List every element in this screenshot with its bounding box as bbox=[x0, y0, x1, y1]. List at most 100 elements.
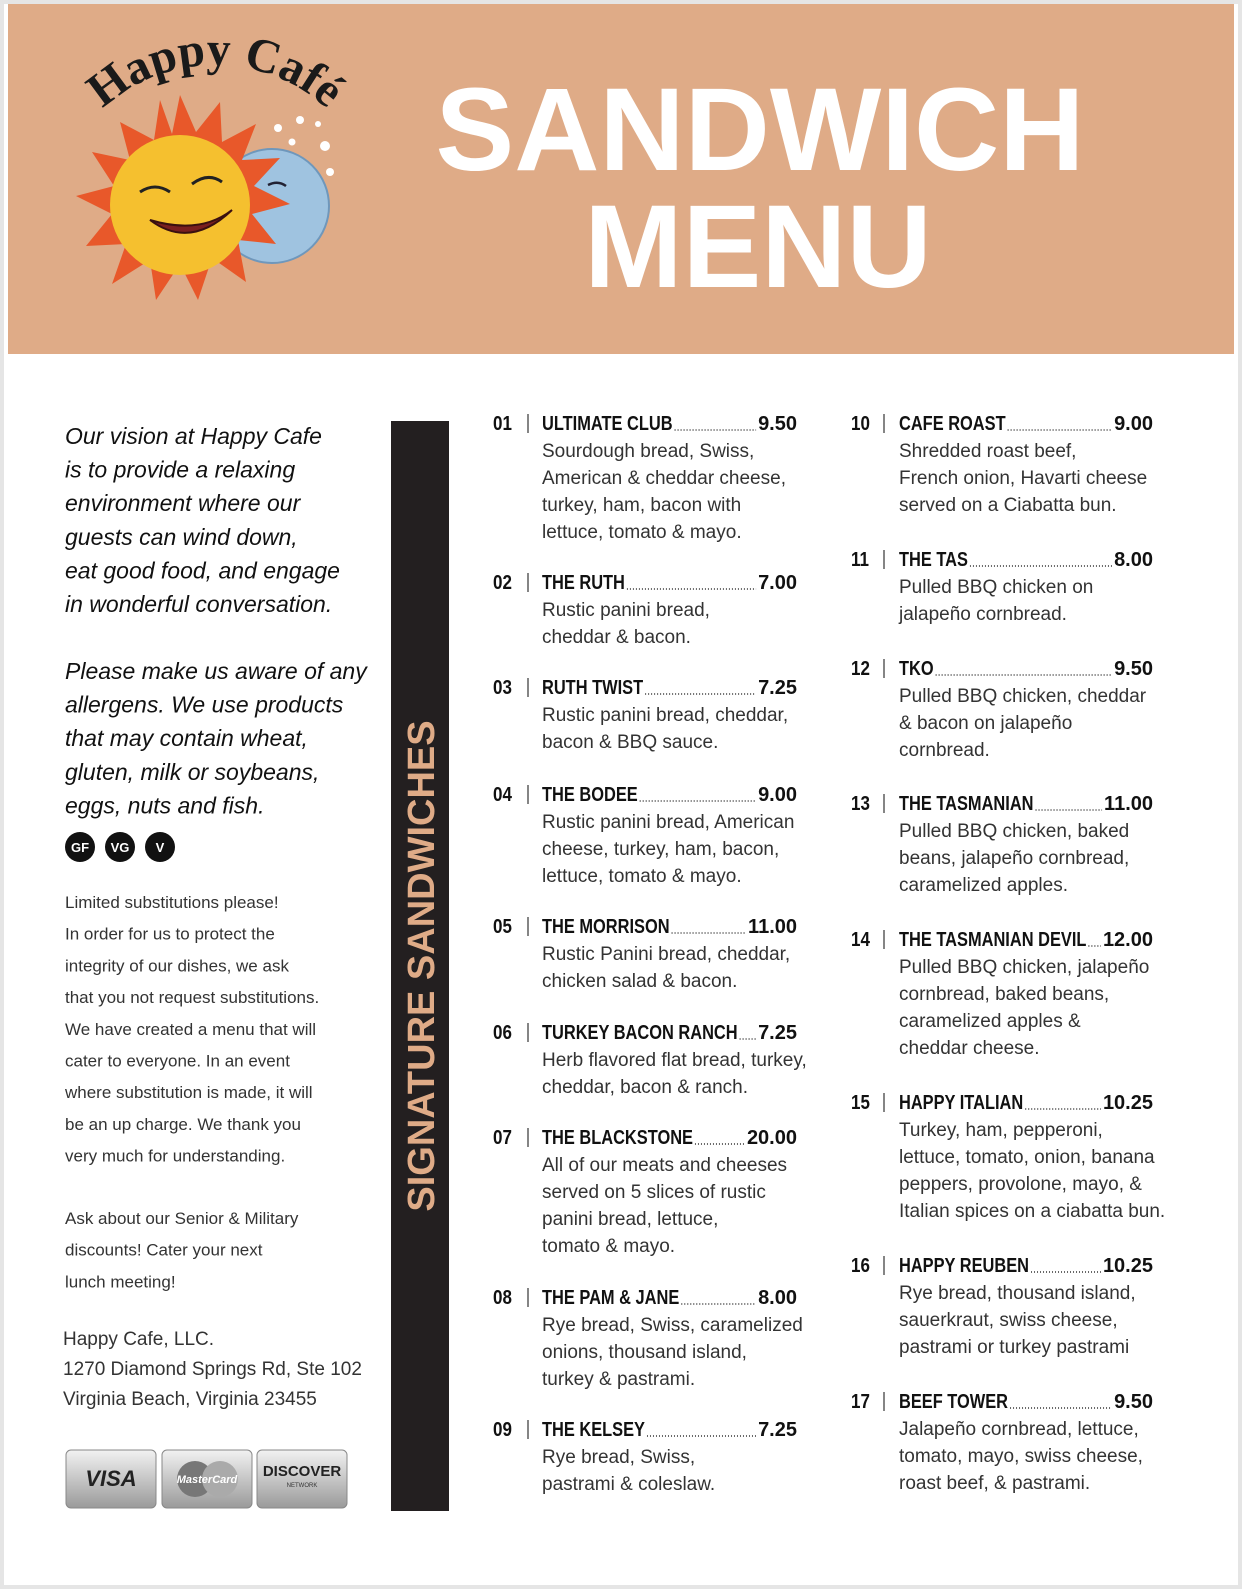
item-description: cornbread. bbox=[899, 740, 990, 761]
item-description: lettuce, tomato & mayo. bbox=[542, 522, 742, 543]
policy-line: where substitution is made, it will bbox=[64, 1083, 313, 1102]
item-price: 7.25 bbox=[758, 1419, 797, 1441]
allergen-line: that may contain wheat, bbox=[65, 725, 308, 751]
item-name: CAFE ROAST bbox=[899, 413, 1006, 435]
diet-badge bbox=[145, 832, 175, 862]
item-description: Herb flavored flat bread, turkey, bbox=[542, 1050, 807, 1071]
section-label: SIGNATURE SANDWICHES bbox=[401, 720, 443, 1211]
menu-item: 10 CAFE ROAST 9.00 Shredded roast beef, Fren… bbox=[851, 413, 1153, 516]
card-label: VISA bbox=[85, 1466, 136, 1491]
item-description: Pulled BBQ chicken, cheddar bbox=[899, 686, 1147, 707]
item-name: THE BLACKSTONE bbox=[542, 1127, 693, 1149]
item-description: pastrami or turkey pastrami bbox=[899, 1337, 1129, 1358]
item-price: 7.25 bbox=[758, 677, 797, 699]
item-description: tomato, mayo, swiss cheese, bbox=[899, 1446, 1143, 1467]
item-name: THE BODEE bbox=[542, 784, 638, 806]
policy-line: integrity of our dishes, we ask bbox=[65, 956, 289, 975]
menu-item: 07 THE BLACKSTONE 20.00 All of our meats an… bbox=[493, 1127, 797, 1257]
sun-smile bbox=[149, 209, 233, 234]
stars bbox=[274, 116, 334, 176]
policy-line: very much for understanding. bbox=[65, 1147, 285, 1166]
vision-line: is to provide a relaxing bbox=[65, 457, 295, 483]
item-description: Rye bread, Swiss, bbox=[542, 1447, 695, 1468]
item-description: onions, thousand island, bbox=[542, 1342, 747, 1363]
item-price: 8.00 bbox=[758, 1287, 797, 1309]
item-number: 07 bbox=[493, 1127, 512, 1149]
discount-line: lunch meeting! bbox=[65, 1272, 176, 1291]
item-description: Rustic panini bread, American bbox=[542, 812, 794, 833]
item-description: tomato & mayo. bbox=[542, 1236, 675, 1257]
vision-line: environment where our bbox=[65, 490, 302, 516]
item-description: Turkey, ham, pepperoni, bbox=[899, 1120, 1103, 1141]
item-description: French onion, Havarti cheese bbox=[899, 468, 1147, 489]
item-number: 15 bbox=[851, 1092, 870, 1114]
item-description: American & cheddar cheese, bbox=[542, 468, 786, 489]
item-name: THE TASMANIAN bbox=[899, 793, 1034, 815]
item-description: Pulled BBQ chicken on bbox=[899, 577, 1093, 598]
item-description: & bacon on jalapeño bbox=[899, 713, 1072, 734]
item-description: beans, jalapeño cornbread, bbox=[899, 848, 1129, 869]
item-description: caramelized apples & bbox=[899, 1011, 1081, 1032]
item-name: THE MORRISON bbox=[542, 916, 670, 938]
item-number: 11 bbox=[851, 549, 869, 571]
vision-line: guests can wind down, bbox=[65, 524, 298, 550]
item-description: cheddar & bacon. bbox=[542, 627, 691, 648]
item-name: RUTH TWIST bbox=[542, 677, 643, 699]
sun-eyes bbox=[139, 176, 223, 194]
allergen-line: allergens. We use products bbox=[65, 692, 344, 718]
item-description: lettuce, tomato & mayo. bbox=[542, 866, 742, 887]
item-price: 10.25 bbox=[1103, 1255, 1153, 1277]
menu-item: 12 TKO 9.50 Pulled BBQ chicken, cheddar & ba… bbox=[851, 658, 1153, 761]
menu-item: 04 THE BODEE 9.00 Rustic panini bread, Amer… bbox=[493, 784, 797, 887]
item-description: Rye bread, thousand island, bbox=[899, 1283, 1136, 1304]
item-description: Jalapeño cornbread, lettuce, bbox=[899, 1419, 1139, 1440]
policy-line: In order for us to protect the bbox=[65, 925, 275, 944]
item-price: 8.00 bbox=[1114, 549, 1153, 571]
diet-badge-label: GF bbox=[71, 840, 89, 855]
item-number: 02 bbox=[493, 572, 512, 594]
item-description: Shredded roast beef, bbox=[899, 441, 1076, 462]
item-price: 11.00 bbox=[1104, 793, 1153, 815]
diet-badge-label: V bbox=[156, 840, 165, 855]
item-name: TKO bbox=[899, 658, 934, 680]
menu-item: 17 BEEF TOWER 9.50 Jalapeño cornbread, lett… bbox=[851, 1391, 1153, 1494]
item-description: cheese, turkey, ham, bacon, bbox=[542, 839, 779, 860]
item-description: Italian spices on a ciabatta bun. bbox=[899, 1201, 1165, 1222]
item-price: 7.00 bbox=[758, 572, 797, 594]
item-description: sauerkraut, swiss cheese, bbox=[899, 1310, 1118, 1331]
item-number: 16 bbox=[851, 1255, 870, 1277]
item-description: roast beef, & pastrami. bbox=[899, 1473, 1090, 1494]
item-description: Pulled BBQ chicken, baked bbox=[899, 821, 1129, 842]
item-description: served on a Ciabatta bun. bbox=[899, 495, 1117, 516]
item-description: Rustic Panini bread, cheddar, bbox=[542, 944, 790, 965]
address-line: 1270 Diamond Springs Rd, Ste 102 bbox=[63, 1359, 362, 1380]
menu-item: 14 THE TASMANIAN DEVIL 12.00 Pulled BBQ chi… bbox=[851, 929, 1153, 1059]
item-description: jalapeño cornbread. bbox=[898, 604, 1067, 625]
item-number: 04 bbox=[493, 784, 513, 806]
policy-line: We have created a menu that will bbox=[65, 1020, 316, 1039]
item-description: panini bread, lettuce, bbox=[542, 1209, 718, 1230]
discount-line: discounts! Cater your next bbox=[65, 1241, 263, 1260]
item-description: Rustic panini bread, cheddar, bbox=[542, 705, 788, 726]
item-name: THE KELSEY bbox=[542, 1419, 646, 1441]
item-number: 03 bbox=[493, 677, 512, 699]
item-name: THE TAS bbox=[899, 549, 968, 571]
item-description: turkey & pastrami. bbox=[542, 1369, 695, 1390]
card-label: NETWORK bbox=[287, 1483, 318, 1489]
item-price: 9.50 bbox=[1114, 658, 1153, 680]
item-description: chicken salad & bacon. bbox=[542, 971, 737, 992]
item-description: served on 5 slices of rustic bbox=[542, 1182, 766, 1203]
item-name: THE PAM & JANE bbox=[542, 1287, 679, 1309]
menu-item: 02 THE RUTH 7.00 Rustic panini bread, chedda… bbox=[493, 572, 797, 648]
title-line: MENU bbox=[584, 181, 931, 313]
item-price: 12.00 bbox=[1103, 929, 1153, 951]
card-circle bbox=[177, 1461, 213, 1497]
menu-item: 08 THE PAM & JANE 8.00 Rye bread, Swiss, ca… bbox=[493, 1287, 803, 1390]
item-description: turkey, ham, bacon with bbox=[542, 495, 741, 516]
item-name: THE TASMANIAN DEVIL bbox=[899, 929, 1086, 951]
menu-item: 16 HAPPY REUBEN 10.25 Rye bread, thousand i… bbox=[851, 1255, 1153, 1358]
item-number: 08 bbox=[493, 1287, 512, 1309]
